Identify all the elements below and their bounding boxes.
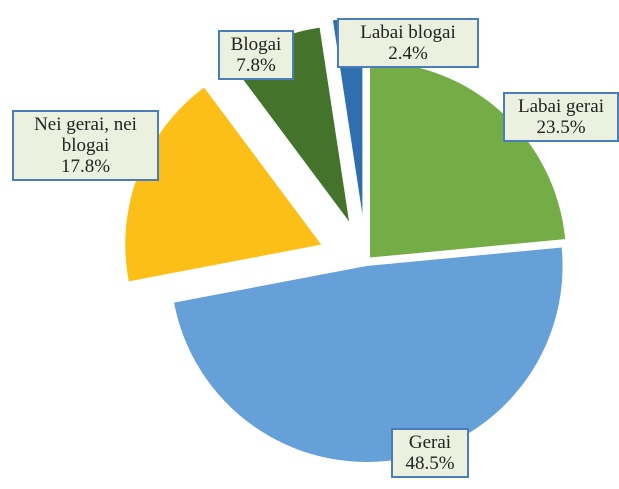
data-label: Blogai 7.8% bbox=[218, 30, 294, 80]
label-category: Labai blogai bbox=[360, 22, 456, 43]
data-label: Labai blogai 2.4% bbox=[337, 18, 479, 68]
pie-slice bbox=[174, 247, 563, 462]
label-category: Gerai bbox=[408, 432, 452, 453]
label-value: 2.4% bbox=[388, 43, 428, 64]
pie-slice bbox=[125, 87, 322, 282]
label-value: 23.5% bbox=[536, 117, 586, 138]
label-value: 48.5% bbox=[405, 453, 455, 474]
label-category: Nei gerai, nei blogai bbox=[34, 114, 137, 156]
data-label: Gerai 48.5% bbox=[391, 428, 469, 478]
label-category: Labai gerai bbox=[518, 96, 604, 117]
pie-slice bbox=[370, 61, 566, 258]
data-label: Labai gerai 23.5% bbox=[503, 92, 619, 142]
data-label: Nei gerai, nei blogai 17.8% bbox=[12, 110, 159, 181]
label-value: 7.8% bbox=[236, 55, 276, 76]
label-value: 17.8% bbox=[60, 156, 111, 177]
label-category: Blogai bbox=[230, 34, 282, 55]
